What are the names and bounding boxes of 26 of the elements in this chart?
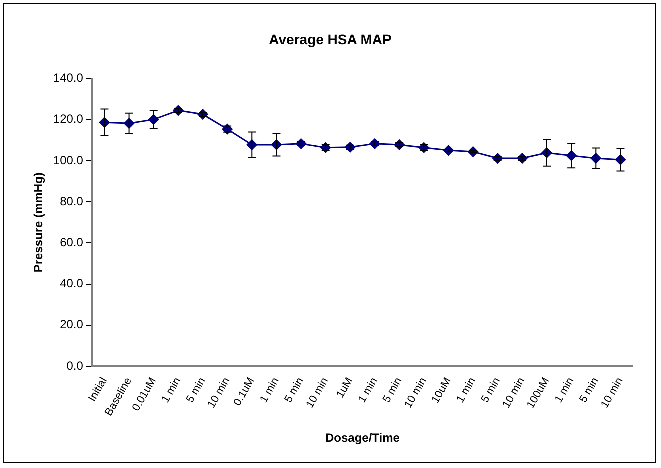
x-tick-label: 5 min	[184, 376, 208, 406]
y-tick-label: 20.0	[60, 318, 84, 332]
x-tick-label: 1 min	[552, 376, 577, 406]
x-tick-label: 1 min	[356, 376, 380, 406]
x-tick-label: 5 min	[479, 376, 504, 406]
x-tick-label: 5 min	[380, 376, 405, 406]
x-axis-title: Dosage/Time	[325, 431, 400, 446]
y-tick-label: 100.0	[53, 153, 84, 168]
x-tick-label: 1 min	[454, 376, 479, 406]
x-tick-label: 10 min	[599, 376, 626, 410]
y-axis-title: Pressure (mmHg)	[32, 172, 46, 273]
x-tick-label: 10 min	[304, 376, 332, 410]
y-tick-label: 40.0	[60, 276, 84, 291]
y-tick-label: 120.0	[53, 112, 84, 126]
x-tick-label: 5 min	[282, 376, 307, 406]
y-tick-label: 0.0	[66, 358, 84, 373]
x-tick-label: 5 min	[578, 376, 602, 406]
x-tick-label: 1 min	[258, 376, 282, 406]
x-tick-label: 10 min	[500, 376, 528, 410]
y-tick-label: 60.0	[60, 235, 84, 250]
x-tick-label: 1 min	[160, 376, 184, 406]
y-tick-label: 80.0	[60, 194, 84, 208]
x-tick-label: 10 min	[206, 376, 233, 410]
y-tick-label: 140.0	[53, 71, 84, 86]
x-tick-label: 10 min	[402, 376, 430, 410]
chart-title: Average HSA MAP	[269, 31, 392, 48]
